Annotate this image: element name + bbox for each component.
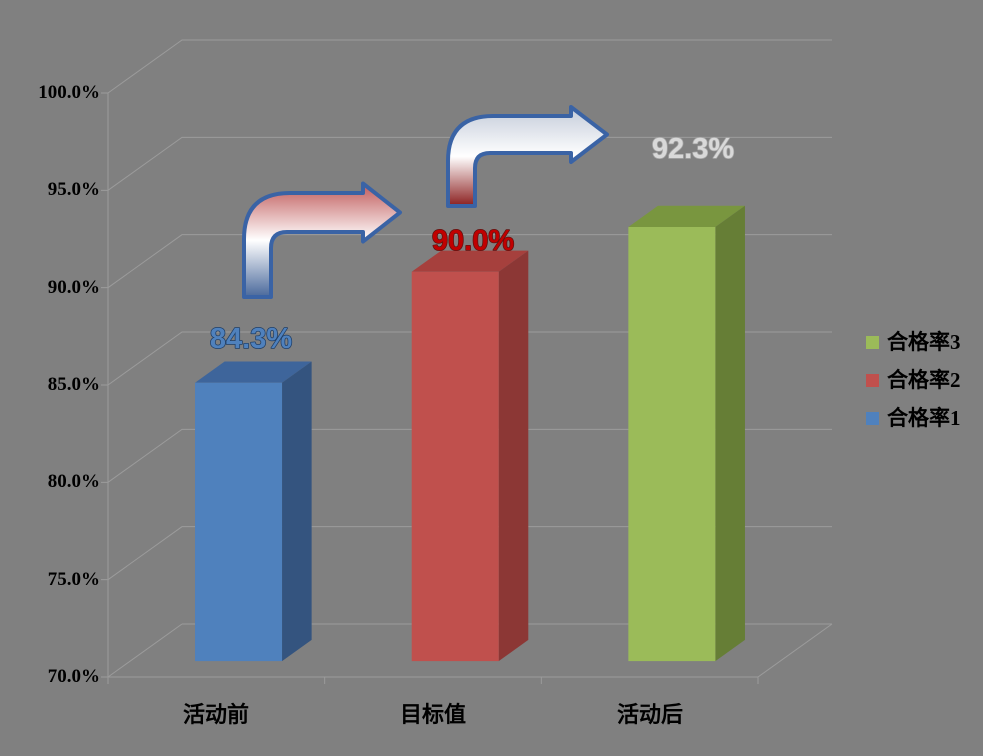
bar-合格率3 [628,205,745,662]
legend-item-series1: 合格率1 [866,399,961,437]
arrow-before-to-target [242,181,402,299]
bar-side-face [282,361,312,662]
bar-top-face [628,205,745,227]
wall-gridlines [107,39,832,581]
bar-front-face [628,226,716,662]
floor-outline [107,623,833,678]
data-label-series3: 92.3% [652,133,734,165]
legend-swatch-blue [866,411,879,425]
y-tick-label-80: 80.0% [47,471,100,492]
bar-合格率1 [195,361,312,662]
legend-item-series3: 合格率3 [866,323,961,361]
gridlines-and-axes [101,39,833,684]
bar-top-face [195,361,312,383]
arrow-target-to-after [446,105,609,208]
data-labels: 84.3% 90.0% 92.3% [209,132,735,356]
bar-side-face [498,250,529,662]
y-tick-label-75: 75.0% [47,569,100,590]
x-category-label-before: 活动前 [182,702,249,727]
bars-3d [195,205,745,662]
legend-label-series2: 合格率2 [887,367,961,392]
y-tick-label-85: 85.0% [47,374,100,395]
bar-top-face [411,250,529,272]
y-tick-label-95: 95.0% [47,179,100,200]
bar-front-face [195,382,283,662]
bar-front-face [411,271,499,662]
trend-arrows [242,105,609,299]
legend: 合格率3 合格率2 合格率1 [866,323,961,437]
data-label-series2: 90.0% [432,225,514,257]
axis-lines-and-ticks [101,92,759,684]
bar-side-face [715,205,745,662]
legend-swatch-green [866,335,879,349]
x-category-label-after: 活动后 [616,702,683,727]
legend-item-series2: 合格率2 [866,361,961,399]
legend-swatch-red [866,373,879,387]
y-tick-label-70: 70.0% [47,666,100,687]
y-tick-label-100: 100.0% [38,82,100,103]
data-label-series1: 84.3% [210,323,292,355]
legend-label-series1: 合格率1 [887,405,961,430]
legend-label-series3: 合格率3 [887,329,961,354]
y-tick-label-90: 90.0% [47,277,100,298]
x-category-label-target: 目标值 [399,702,466,727]
bar-合格率2 [411,250,529,662]
